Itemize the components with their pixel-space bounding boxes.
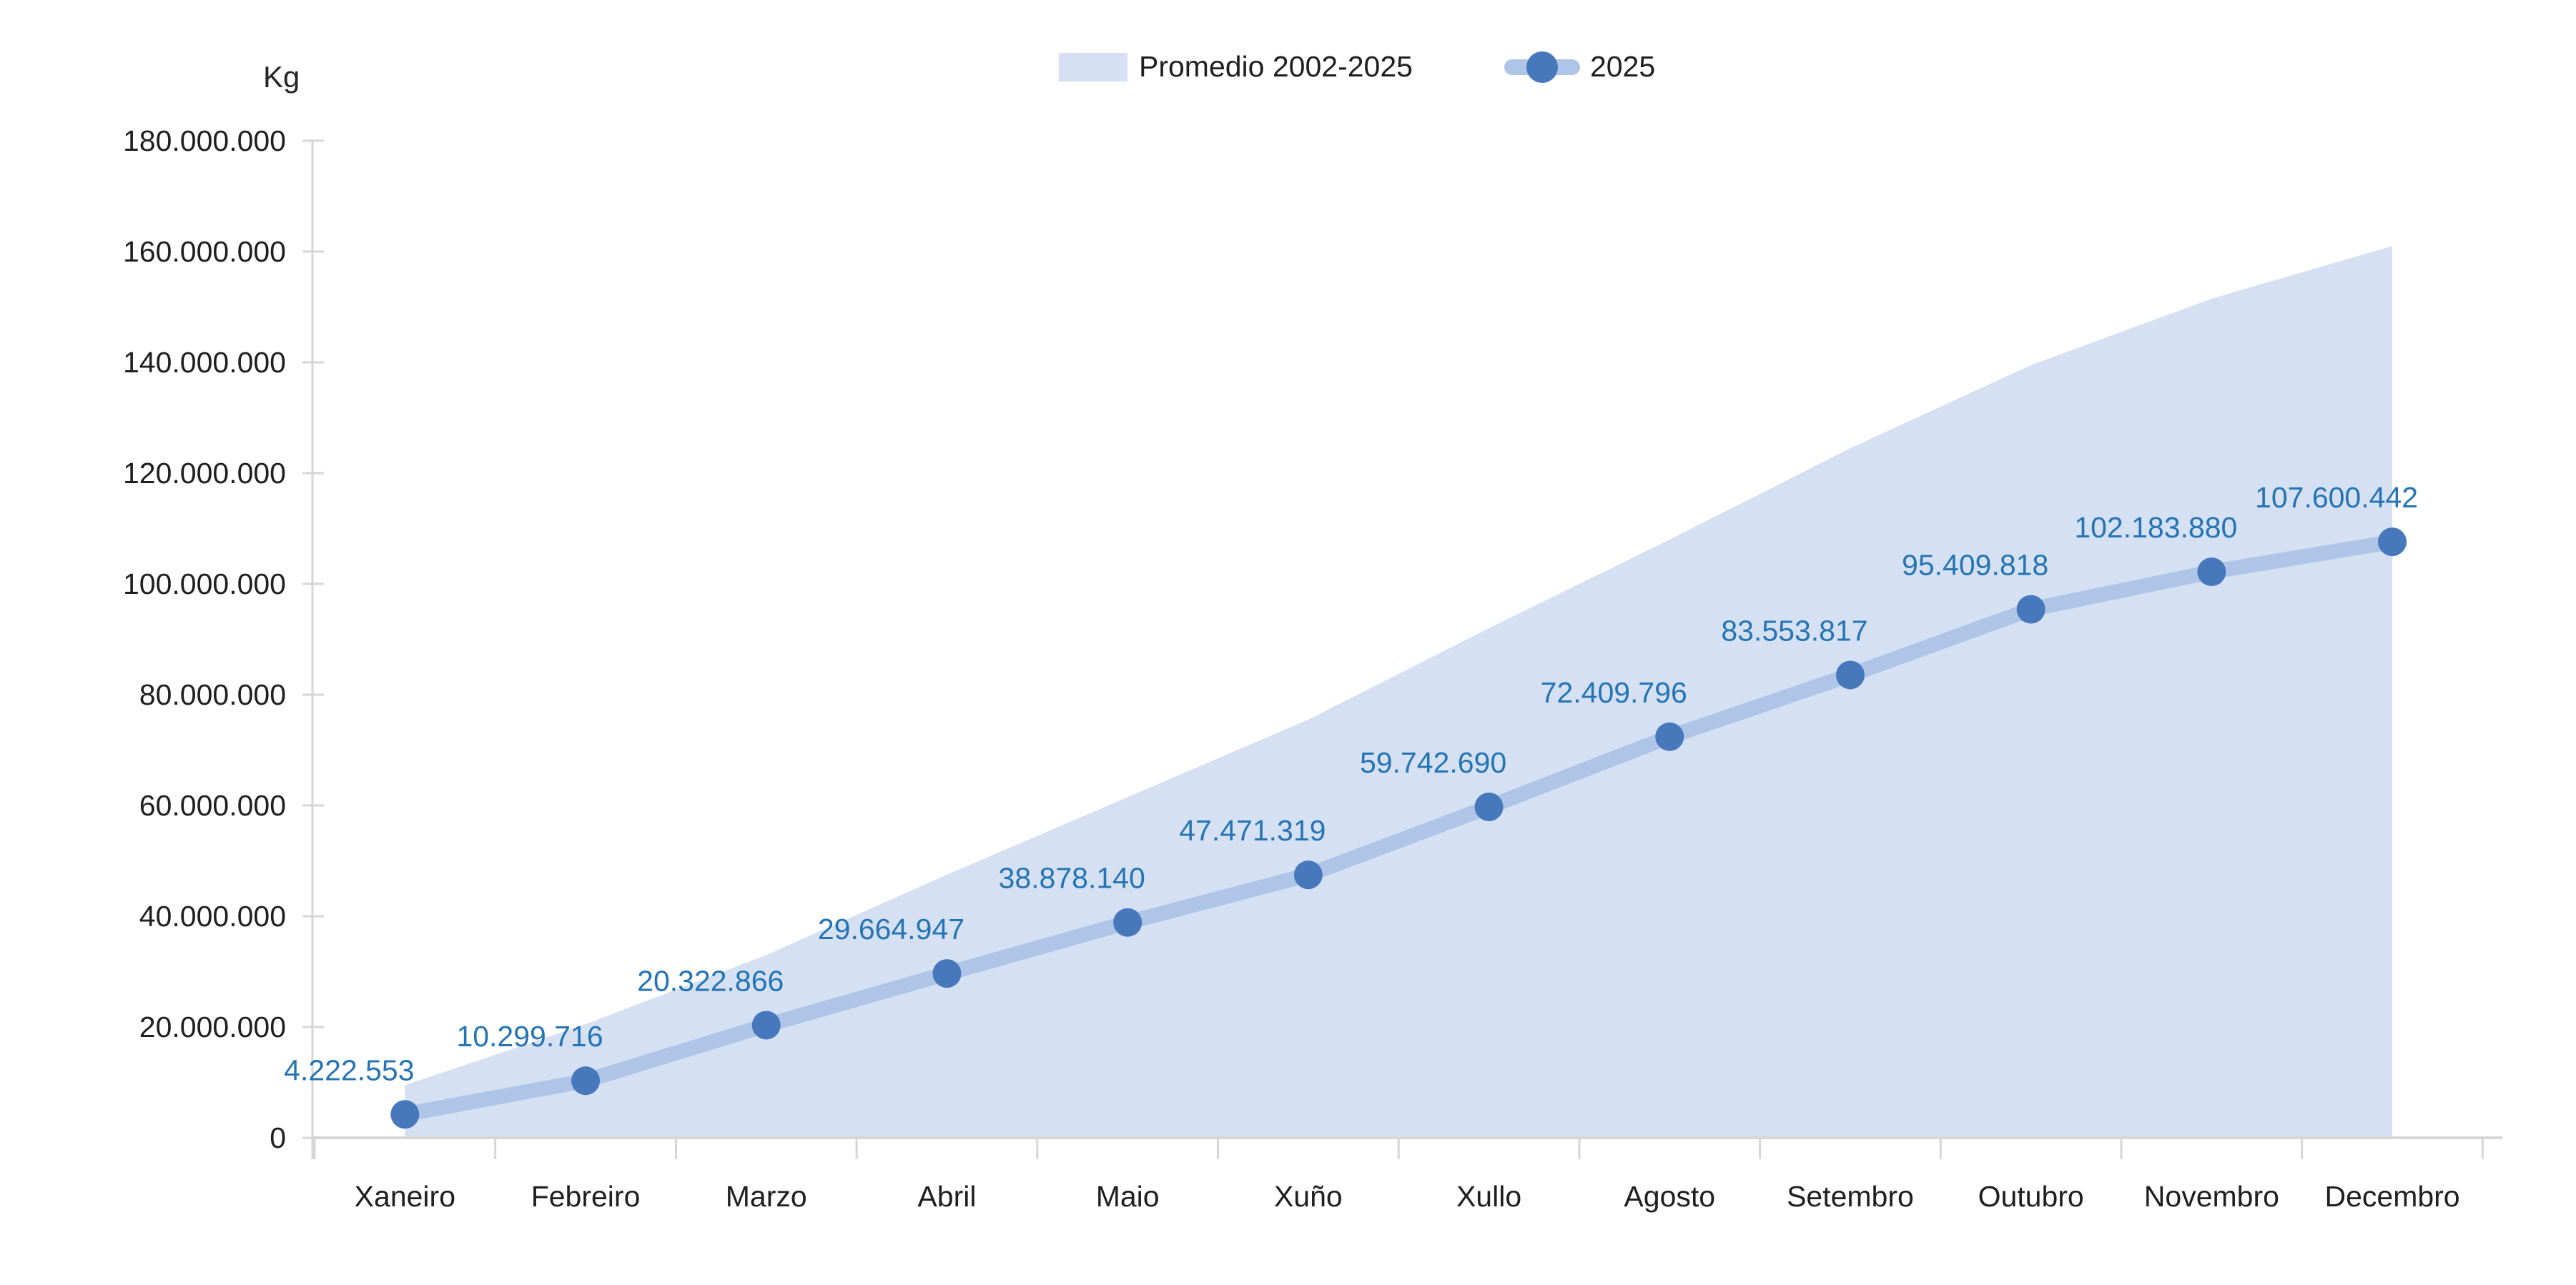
data-point-decembro (2378, 527, 2407, 557)
data-label-novembro: 102.183.880 (2074, 511, 2237, 544)
data-point-xullo (1474, 792, 1504, 821)
y-tick-label: 180.000.000 (123, 124, 286, 157)
month-label: Marzo (726, 1180, 807, 1213)
month-label: Xuño (1274, 1180, 1343, 1213)
data-point-marzo (751, 1011, 781, 1040)
month-label: Outubro (1978, 1180, 2084, 1213)
data-point-febreiro (571, 1066, 601, 1096)
data-point-setembro (1835, 660, 1865, 690)
month-label: Agosto (1624, 1180, 1715, 1213)
legend-area-label: Promedio 2002-2025 (1139, 50, 1413, 83)
y-tick-label: 20.000.000 (139, 1011, 286, 1043)
month-label: Setembro (1787, 1180, 1914, 1213)
y-tick-label: 60.000.000 (139, 789, 286, 822)
month-label: Xaneiro (355, 1180, 455, 1213)
data-label-maio: 38.878.140 (999, 862, 1145, 895)
y-tick-label: 140.000.000 (123, 346, 286, 379)
month-label: Maio (1096, 1180, 1160, 1213)
legend-area-swatch (1059, 52, 1127, 81)
month-label: Febreiro (531, 1180, 641, 1213)
y-tick-label: 80.000.000 (139, 678, 286, 711)
data-label-abril: 29.664.947 (818, 913, 964, 946)
y-tick-label: 100.000.000 (123, 567, 286, 600)
month-label: Decembro (2324, 1180, 2459, 1213)
data-point-novembro (2197, 557, 2226, 587)
data-label-outubro: 95.409.818 (1902, 549, 2048, 582)
data-label-xaneiro: 4.222.553 (284, 1053, 414, 1086)
data-label-febreiro: 10.299.716 (456, 1020, 603, 1053)
data-point-maio (1113, 908, 1143, 937)
y-axis-unit-label: Kg (263, 60, 300, 94)
legend-line-marker (1504, 51, 1580, 83)
promedio-area (405, 246, 2393, 1138)
y-tick-label: 40.000.000 (139, 900, 286, 933)
line-2025 (397, 534, 2400, 1122)
data-point-xuño (1293, 860, 1323, 890)
y-tick-label: 0 (270, 1121, 286, 1154)
data-label-agosto: 72.409.796 (1541, 676, 1687, 709)
data-point-agosto (1655, 722, 1684, 751)
data-label-xuño: 47.471.319 (1179, 814, 1326, 847)
month-label: Xullo (1456, 1180, 1521, 1213)
data-label-setembro: 83.553.817 (1721, 614, 1867, 647)
month-label: Abril (917, 1180, 976, 1213)
legend-line-dot-icon (1526, 51, 1558, 83)
data-label-xullo: 59.742.690 (1360, 746, 1506, 779)
data-label-marzo: 20.322.866 (637, 964, 784, 997)
y-tick-label: 120.000.000 (123, 457, 286, 490)
legend-line-label: 2025 (1589, 50, 1656, 83)
legend: Promedio 2002-2025 2025 (1059, 50, 1655, 84)
data-point-outubro (2016, 595, 2045, 624)
data-point-abril (932, 959, 962, 988)
month-label: Novembro (2144, 1180, 2279, 1213)
y-tick-label: 160.000.000 (123, 235, 286, 268)
data-point-xaneiro (390, 1100, 420, 1129)
data-label-decembro: 107.600.442 (2255, 481, 2418, 514)
